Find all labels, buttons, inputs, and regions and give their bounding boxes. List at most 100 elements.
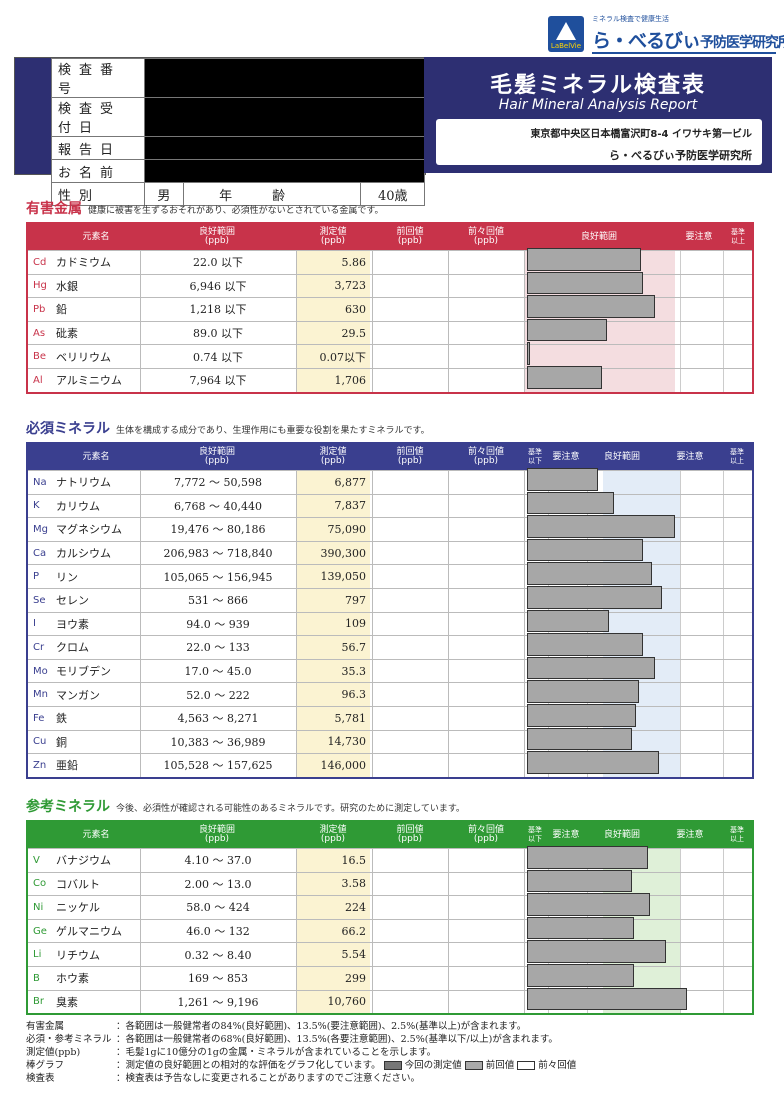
good-range-zone [602,612,681,636]
element-name: マグネシウム [56,523,122,537]
element-name: 砒素 [56,327,78,341]
previous2-value [448,919,525,943]
measured-bar [527,846,648,869]
previous2-value [448,849,525,872]
previous2-value [448,494,525,518]
table-row: Mo モリブデン 17.0 〜 45.0 35.3 [28,656,752,683]
zone-divider [680,274,682,298]
previous2-value [448,565,525,588]
patient-info-table: 検査番号 検査受付日 報告日 お名前 性別 男 年齢 40歳 [14,57,426,206]
measured-value: 29.5 [296,321,370,345]
bar-graph-cell [524,680,753,706]
footer-line: 測定値(ppb) ：毛髪1gに10億分の1gの金属・ミネラルが含まれていることを示… [26,1044,766,1058]
previous-value [372,494,449,518]
previous2-value [448,943,525,966]
previous-value [372,368,449,392]
previous-value [372,588,449,612]
bar-graph-cell [524,562,753,588]
element-name: モリブデン [56,665,111,679]
zone-divider [723,541,725,565]
previous-value [372,636,449,659]
element-symbol: Cd [33,256,47,268]
previous-value [372,943,449,966]
bar-graph-cell [524,271,753,298]
element-name: カリウム [56,499,100,513]
bar-graph-cell [524,703,753,730]
header-graph-g4: 基準 以上 [730,826,744,843]
mineral-table: 元素名 良好範囲 (ppb) 測定値 (ppb) 前回値 (ppb) 前々回値 (ppb… [26,442,754,779]
lab-address: 東京都中央区日本橋富沢町8-4 イワサキ第一ビル [530,129,752,140]
header-graph-g2: 要注意 [685,231,713,242]
header-graph-g2: 良好範囲 [603,451,640,462]
previous2-value [448,872,525,896]
logo-tagline: ミネラル検査で健康生活 [592,15,669,23]
measured-value: 299 [296,966,370,990]
previous2-value [448,345,525,368]
measured-value: 5,781 [296,706,370,730]
element-name: 水銀 [56,279,78,293]
previous2-value [448,659,525,683]
zone-divider [680,872,682,896]
bar-graph-cell [524,963,753,990]
footer-text: ：各範囲は一般健常者の84%(良好範囲)、13.5%(要注意範囲)、2.5%(基… [116,1021,527,1032]
header-name: 元素名 [82,451,110,462]
bar-graph-cell [524,515,753,541]
element-symbol: As [33,327,46,339]
table-header: 元素名 良好範囲 (ppb) 測定値 (ppb) 前回値 (ppb) 前々回値 (ppb… [28,444,752,470]
section-title-text: 必須ミネラル [26,421,110,437]
header-prev2: 前々回値 (ppb) [467,825,504,844]
zone-divider [680,730,682,754]
previous-value [372,919,449,943]
measured-value: 14,730 [296,730,370,754]
previous2-value [448,251,525,274]
zone-divider [723,754,725,777]
measured-bar [527,318,607,342]
measured-value: 109 [296,612,370,636]
label-name: お名前 [51,159,145,183]
measured-bar [527,609,610,633]
label-exam-number: 検査番号 [51,58,145,98]
bar-graph-cell [524,609,753,636]
redacted-field [144,58,425,98]
table-row: Be ベリリウム 0.74 以下 0.07以下 [28,342,752,368]
table-row: Cr クロム 22.0 〜 133 56.7 [28,633,752,659]
element-symbol: I [33,618,36,630]
header-graph-g0: 基準 以下 [528,826,542,843]
section-title-text: 有害金属 [26,201,82,217]
element-symbol: Se [33,594,46,606]
element-name: ナトリウム [56,476,111,490]
element-name: コバルト [56,877,100,891]
measured-value: 5.86 [296,251,370,274]
table-row: Ni ニッケル 58.0 〜 424 224 [28,893,752,919]
measured-value: 56.7 [296,636,370,659]
zone-divider [680,471,682,494]
measured-bar [527,869,632,893]
element-symbol: Ni [33,901,44,913]
zone-divider [680,494,682,518]
table-row: V バナジウム 4.10 〜 37.0 16.5 [28,846,752,872]
element-name: バナジウム [56,854,111,868]
measured-bar [527,248,641,271]
label-age: 年齢 [182,182,362,206]
good-range: 105,528 〜 157,625 [140,754,295,777]
zone-divider [723,659,725,683]
lab-org-name: ら・べるびぃ予防医学研究所 [609,149,752,162]
zone-divider [680,636,682,659]
lab-logo: LaBelVie ミネラル検査で健康生活 ら・べるびぃ予防医学研究所 [548,14,784,56]
previous2-value [448,298,525,321]
redacted-field [144,136,425,160]
previous-value [372,298,449,321]
header-graph-g1: 良好範囲 [580,231,617,242]
previous-value [372,274,449,298]
measured-value: 16.5 [296,849,370,872]
header-range: 良好範囲 (ppb) [198,825,235,844]
header-prev2: 前々回値 (ppb) [467,227,504,246]
zone-divider [723,896,725,919]
table-row: Na ナトリウム 7,772 〜 50,598 6,877 [28,468,752,494]
legend-swatch-icon [464,1061,483,1070]
element-name: 臭素 [56,995,78,1009]
element-name: カドミウム [56,256,111,270]
element-symbol: K [33,500,40,512]
measured-value: 96.3 [296,683,370,706]
zone-divider [680,345,682,368]
